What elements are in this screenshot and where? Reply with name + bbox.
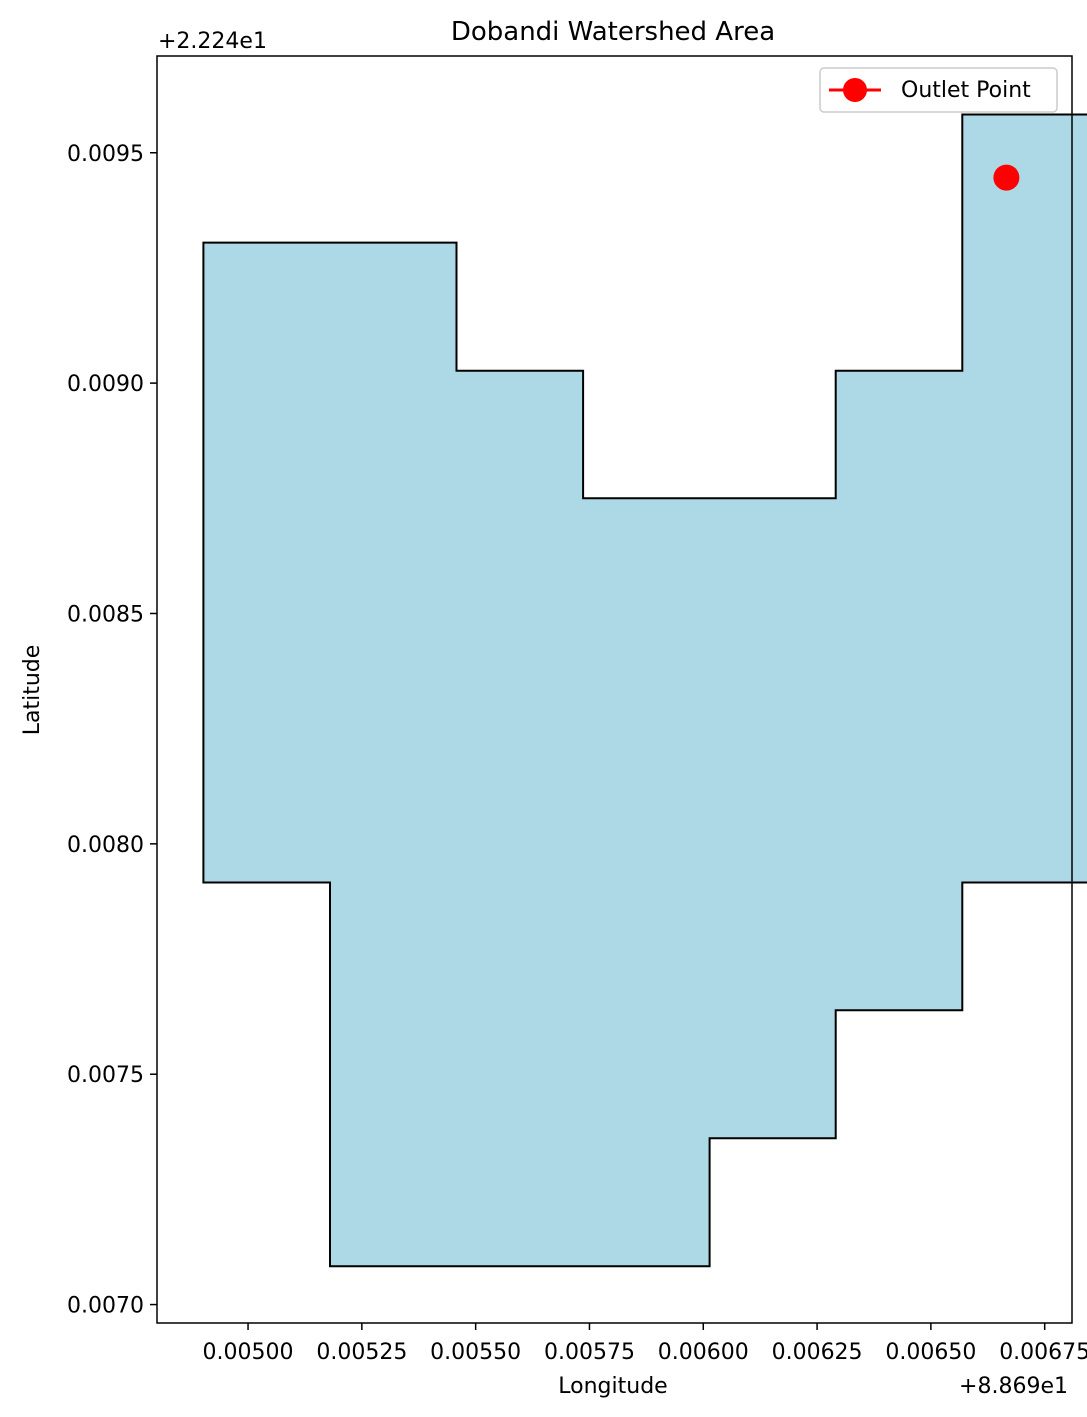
y-tick-label: 0.0090: [67, 372, 144, 397]
legend-marker: [843, 78, 867, 102]
chart-title: Dobandi Watershed Area: [451, 17, 775, 47]
x-axis: 0.00500 0.00525 0.00550 0.00575 0.00600 0.006…: [203, 1323, 1087, 1365]
x-tick-label: 0.00575: [544, 1340, 635, 1365]
x-tick-label: 0.00500: [203, 1340, 294, 1365]
x-tick-label: 0.00625: [772, 1340, 863, 1365]
y-axis: 0.0070 0.0075 0.0080 0.0085 0.0090 0.0095: [67, 142, 157, 1319]
x-tick-label: 0.00650: [885, 1340, 976, 1365]
x-tick-label: 0.00525: [316, 1340, 407, 1365]
y-tick-label: 0.0095: [67, 142, 144, 167]
legend-label-outlet-point: Outlet Point: [901, 78, 1031, 103]
watershed-polygon: [202, 113, 1087, 1268]
plot-frame: [156, 55, 1073, 1324]
y-tick-label: 0.0070: [67, 1294, 144, 1319]
y-tick-label: 0.0085: [67, 602, 144, 627]
legend-box: [819, 67, 1058, 113]
y-axis-label: Latitude: [20, 645, 45, 736]
x-offset-label: +8.869e1: [959, 1374, 1068, 1399]
x-axis-label: Longitude: [558, 1374, 667, 1399]
legend: Outlet Point: [819, 67, 1058, 113]
outlet-point-marker: [993, 164, 1020, 191]
y-tick-label: 0.0075: [67, 1063, 144, 1088]
x-tick-label: 0.00600: [658, 1340, 749, 1365]
y-offset-label: +2.224e1: [158, 29, 267, 54]
plot-area: [202, 113, 1087, 1268]
x-tick-label: 0.00675: [999, 1340, 1087, 1365]
x-tick-label: 0.00550: [430, 1340, 521, 1365]
y-tick-label: 0.0080: [67, 833, 144, 858]
